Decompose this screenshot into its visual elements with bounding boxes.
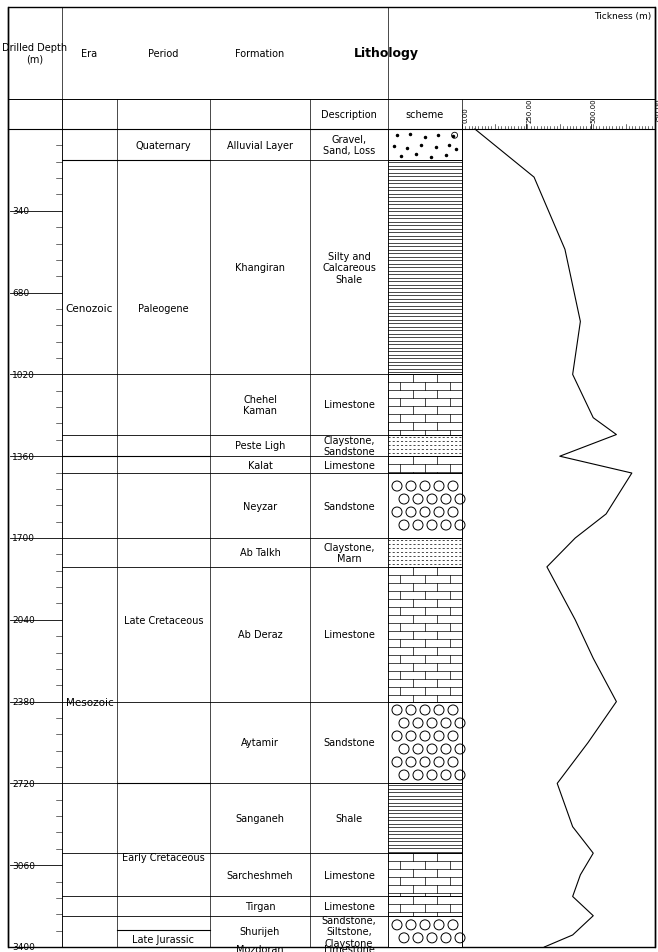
Text: Neyzar: Neyzar — [243, 501, 277, 511]
Bar — [388, 435, 462, 457]
Text: 1360: 1360 — [12, 452, 35, 461]
Bar — [388, 375, 462, 435]
Text: 1020: 1020 — [12, 370, 35, 380]
Bar — [388, 897, 462, 916]
Text: Cenozoic: Cenozoic — [66, 304, 113, 314]
Text: Mesozoic: Mesozoic — [66, 697, 113, 706]
Bar — [388, 702, 462, 783]
Text: Gravel,
Sand, Loss: Gravel, Sand, Loss — [323, 134, 375, 156]
Bar — [388, 435, 462, 457]
Text: Ab Talkh: Ab Talkh — [240, 547, 280, 558]
Text: Shale: Shale — [336, 813, 363, 823]
Bar — [388, 539, 462, 567]
Bar — [388, 783, 462, 853]
Text: 500.00: 500.00 — [591, 98, 597, 123]
Text: Chehel
Kaman: Chehel Kaman — [243, 394, 277, 416]
Bar — [388, 916, 462, 947]
Text: Late Cretaceous: Late Cretaceous — [124, 615, 203, 625]
Text: Limestone: Limestone — [324, 870, 374, 880]
Bar — [388, 702, 462, 783]
Text: Sandstone,
Siltstone,
Claystone: Sandstone, Siltstone, Claystone — [322, 915, 376, 948]
Text: Drilled Depth
(m): Drilled Depth (m) — [3, 43, 68, 65]
Bar — [388, 161, 462, 375]
Bar — [388, 129, 462, 161]
Bar — [388, 129, 462, 161]
Text: Shurijeh: Shurijeh — [240, 926, 280, 937]
Text: Limestone: Limestone — [324, 902, 374, 911]
Bar — [388, 457, 462, 473]
Text: 340: 340 — [12, 208, 29, 216]
Text: Aytamir: Aytamir — [241, 738, 279, 747]
Text: Era: Era — [82, 49, 97, 59]
Text: Claystone,
Marn: Claystone, Marn — [323, 542, 375, 564]
Text: Lithology: Lithology — [353, 48, 418, 60]
Bar — [388, 161, 462, 375]
Text: 750.00: 750.00 — [655, 98, 658, 123]
Bar — [388, 539, 462, 567]
Text: Paleogene: Paleogene — [138, 304, 189, 314]
Text: 2380: 2380 — [12, 698, 35, 706]
Text: 1700: 1700 — [12, 534, 35, 543]
Bar — [388, 783, 462, 853]
Text: Kalat: Kalat — [247, 460, 272, 470]
Text: Alluvial Layer: Alluvial Layer — [227, 141, 293, 150]
Text: Quaternary: Quaternary — [136, 141, 191, 150]
Text: Sandstone: Sandstone — [323, 738, 375, 747]
Text: Limestone: Limestone — [324, 629, 374, 640]
Bar — [388, 567, 462, 702]
Text: Early Cretaceous: Early Cretaceous — [122, 852, 205, 862]
Bar — [388, 473, 462, 539]
Text: 2040: 2040 — [12, 616, 35, 625]
Bar — [388, 567, 462, 702]
Text: Tickness (m): Tickness (m) — [594, 12, 651, 21]
Text: scheme: scheme — [406, 109, 444, 120]
Text: Claystone,
Sandstone: Claystone, Sandstone — [323, 435, 375, 457]
Text: Ab Deraz: Ab Deraz — [238, 629, 282, 640]
Text: Formation: Formation — [236, 49, 285, 59]
Bar — [388, 457, 462, 473]
Text: 3060: 3060 — [12, 861, 35, 870]
Text: Limestone: Limestone — [324, 944, 374, 952]
Text: 3400: 3400 — [12, 942, 35, 951]
Text: Sarcheshmeh: Sarcheshmeh — [227, 870, 293, 880]
Bar — [388, 897, 462, 916]
Text: Period: Period — [148, 49, 179, 59]
Text: 250.00: 250.00 — [526, 98, 532, 123]
Text: Silty and
Calcareous
Shale: Silty and Calcareous Shale — [322, 251, 376, 285]
Bar — [388, 853, 462, 897]
Bar — [388, 473, 462, 539]
Text: Late Jurassic: Late Jurassic — [132, 934, 195, 943]
Bar — [388, 375, 462, 435]
Text: 2720: 2720 — [12, 779, 35, 788]
Text: Limestone: Limestone — [324, 460, 374, 470]
Text: Limestone: Limestone — [324, 400, 374, 410]
Text: 680: 680 — [12, 288, 29, 298]
Text: Description: Description — [321, 109, 377, 120]
Text: Mozdoran: Mozdoran — [236, 944, 284, 952]
Bar — [388, 853, 462, 897]
Text: 0.00: 0.00 — [462, 108, 468, 123]
Text: Tirgan: Tirgan — [245, 902, 275, 911]
Text: Khangiran: Khangiran — [235, 263, 285, 273]
Bar — [388, 916, 462, 947]
Text: Sanganeh: Sanganeh — [236, 813, 284, 823]
Text: Sandstone: Sandstone — [323, 501, 375, 511]
Text: Peste Ligh: Peste Ligh — [235, 441, 285, 451]
